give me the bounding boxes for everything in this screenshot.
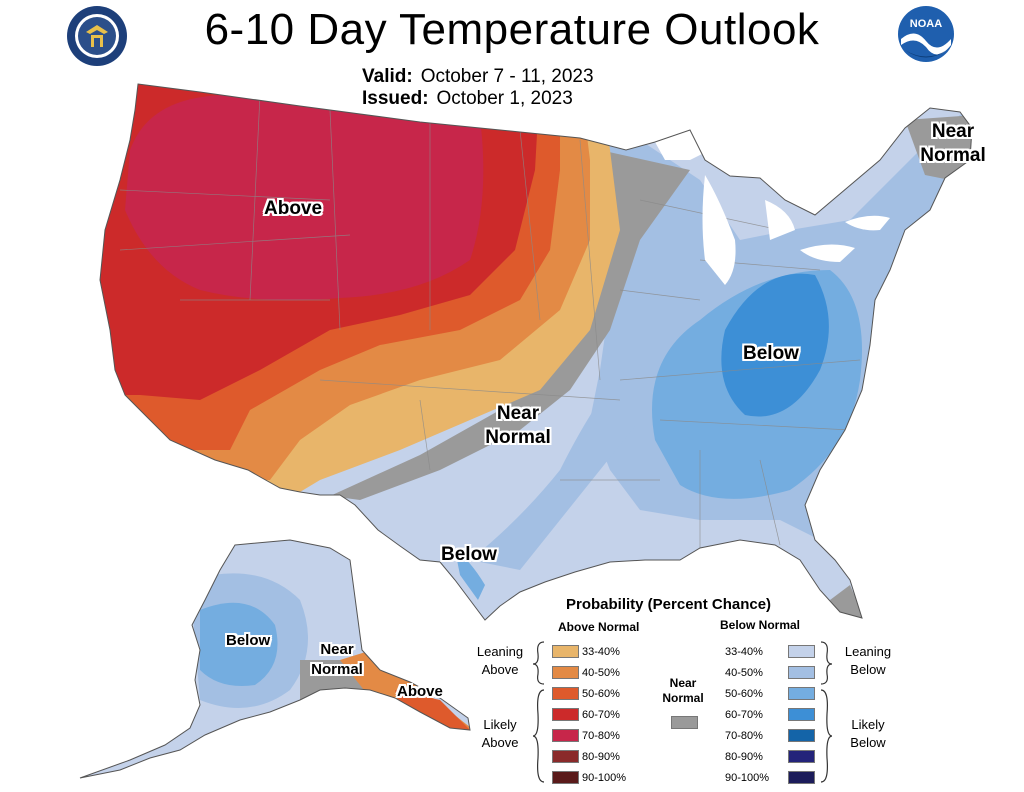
legend-below-swatch — [788, 645, 815, 658]
svg-text:NOAA: NOAA — [910, 18, 942, 30]
legend-below-range: 33-40% — [725, 646, 763, 658]
legend-below-swatch — [788, 729, 815, 742]
legend-above-swatch — [552, 645, 579, 658]
seal-icon — [67, 6, 127, 66]
legend-below-swatch — [788, 687, 815, 700]
label-maine-near-normal: Near Normal — [920, 121, 986, 166]
legend-above-range: 40-50% — [582, 667, 620, 679]
legend-above-swatch — [552, 666, 579, 679]
legend-below-swatch — [788, 708, 815, 721]
doc-seal-logo — [66, 5, 128, 67]
legend-title: Probability (Percent Chance) — [566, 596, 772, 613]
legend-brace-right — [820, 641, 833, 783]
legend-near-swatch — [671, 716, 698, 729]
legend-below-range: 40-50% — [725, 667, 763, 679]
legend-above-header: Above Normal — [558, 620, 640, 634]
issued-row: Issued: October 1, 2023 — [362, 88, 573, 110]
valid-value: October 7 - 11, 2023 — [420, 66, 594, 87]
legend-likely-below: Likely Below — [850, 717, 886, 750]
noaa-icon: NOAA — [898, 6, 954, 62]
label-alaska-near-normal: Near Normal — [311, 641, 363, 678]
label-alaska-below: Below — [226, 632, 271, 649]
legend-above-range: 70-80% — [582, 730, 620, 742]
legend-near-header: Near Normal — [662, 676, 704, 705]
label-conus-below-southeast: Below — [743, 343, 799, 364]
conus-map — [100, 84, 972, 620]
page-title: 6-10 Day Temperature Outlook — [204, 5, 820, 54]
label-conus-above: Above — [264, 198, 323, 219]
legend-above-range: 80-90% — [582, 751, 620, 763]
legend-above-range: 50-60% — [582, 688, 620, 700]
noaa-logo: NOAA — [897, 5, 955, 63]
legend-below-range: 80-90% — [725, 751, 763, 763]
legend-below-range: 50-60% — [725, 688, 763, 700]
legend-leaning-above: Leaning Above — [476, 644, 524, 677]
legend-above-swatch — [552, 750, 579, 763]
legend-above-swatch — [552, 687, 579, 700]
legend-below-swatch — [788, 666, 815, 679]
legend-likely-above: Likely Above — [481, 717, 519, 750]
label-conus-near-normal: Near Normal — [485, 403, 551, 448]
legend-below-range: 70-80% — [725, 730, 763, 742]
legend-below-range: 60-70% — [725, 709, 763, 721]
legend-above-range: 60-70% — [582, 709, 620, 721]
legend-above-range: 33-40% — [582, 646, 620, 658]
legend-above-swatch — [552, 729, 579, 742]
issued-label: Issued: — [362, 88, 429, 109]
label-conus-below-texas: Below — [441, 544, 497, 565]
legend-below-header: Below Normal — [720, 618, 801, 632]
legend-leaning-below: Leaning Below — [844, 644, 892, 677]
label-alaska-above: Above — [397, 683, 443, 700]
alaska-map — [80, 540, 470, 778]
legend-below-swatch — [788, 771, 815, 784]
legend-brace-left — [532, 641, 545, 783]
legend-above-swatch — [552, 771, 579, 784]
issued-value: October 1, 2023 — [436, 88, 573, 109]
valid-label: Valid: — [362, 66, 413, 87]
legend-above-range: 90-100% — [582, 772, 627, 784]
legend-below-range: 90-100% — [725, 772, 770, 784]
valid-row: Valid: October 7 - 11, 2023 — [362, 66, 594, 88]
legend-above-swatch — [552, 708, 579, 721]
legend-below-swatch — [788, 750, 815, 763]
